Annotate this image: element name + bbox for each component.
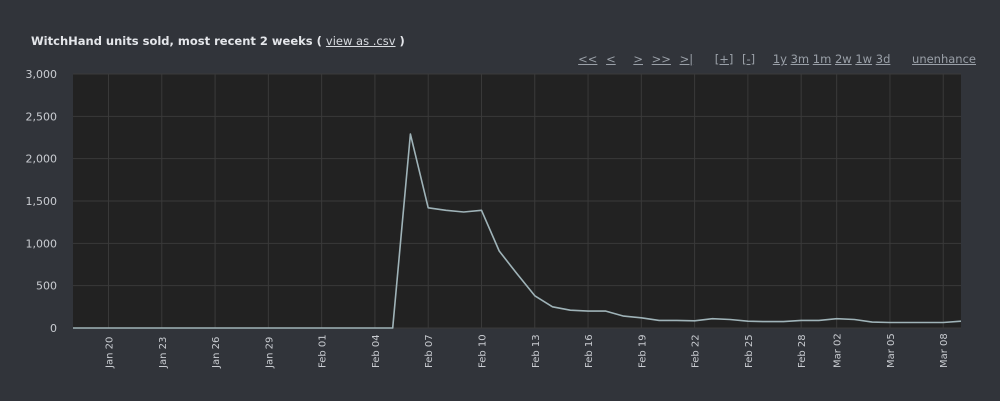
paren-close: ) (399, 34, 405, 48)
y-tick-label: 2,500 (26, 110, 58, 123)
series-layer (73, 133, 962, 329)
range-2w-button[interactable]: 2w (834, 52, 852, 66)
y-tick-label: 0 (50, 322, 57, 335)
x-tick-label: Feb 28 (797, 334, 808, 368)
unenhance-button[interactable]: unenhance (912, 52, 976, 66)
x-tick-label: Feb 04 (371, 334, 382, 368)
x-tick-label: Mar 08 (939, 333, 950, 368)
y-tick-label: 500 (36, 280, 57, 293)
nav-last-button[interactable]: >| (679, 52, 694, 66)
y-tick-label: 2,000 (26, 153, 58, 166)
y-tick-label: 1,500 (26, 195, 58, 208)
y-tick-label: 3,000 (26, 68, 58, 81)
range-1m-button[interactable]: 1m (812, 52, 832, 66)
zoom-out-button[interactable]: [-] (742, 52, 756, 66)
nav-first-button[interactable]: << (578, 52, 598, 66)
x-tick-label: Feb 25 (744, 334, 755, 368)
nav-fast-forward-button[interactable]: >> (651, 52, 671, 66)
x-tick-label: Feb 22 (691, 334, 702, 368)
range-1w-button[interactable]: 1w (855, 52, 873, 66)
x-tick-label: Jan 23 (158, 337, 169, 369)
x-axis: Jan 20 Jan 23 Jan 26 Jan 29 Feb 01 Feb 04 Feb … (105, 333, 951, 369)
chart-title-text: WitchHand units sold, most recent 2 week… (31, 34, 313, 48)
x-tick-label: Feb 19 (637, 334, 648, 368)
x-tick-label: Feb 01 (318, 334, 329, 368)
x-tick-label: Jan 26 (211, 337, 222, 369)
chart-title: WitchHand units sold, most recent 2 week… (31, 34, 405, 48)
y-axis: 3,000 2,500 2,000 1,500 1,000 500 0 (26, 68, 58, 335)
x-tick-label: Jan 29 (264, 337, 275, 369)
range-1y-button[interactable]: 1y (772, 52, 787, 66)
x-tick-label: Feb 10 (477, 334, 488, 368)
paren-open: ( (316, 34, 322, 48)
grid-lines (73, 73, 961, 329)
nav-next-button[interactable]: > (633, 52, 643, 66)
x-tick-label: Feb 07 (424, 334, 435, 368)
x-tick-label: Mar 05 (886, 333, 897, 368)
y-tick-label: 1,000 (26, 237, 58, 250)
chart-controls: << < > >> >| [+] [-] 1y 3m 1m 2w 1w 3d u… (578, 52, 976, 66)
range-3m-button[interactable]: 3m (790, 52, 810, 66)
x-tick-label: Feb 13 (531, 334, 542, 368)
series-line (73, 133, 962, 329)
x-tick-label: Mar 02 (833, 333, 844, 368)
range-3d-button[interactable]: 3d (875, 52, 891, 66)
nav-prev-button[interactable]: < (606, 52, 616, 66)
x-tick-label: Feb 16 (584, 334, 595, 368)
x-tick-label: Jan 20 (105, 337, 116, 369)
zoom-in-button[interactable]: [+] (714, 52, 734, 66)
view-csv-link[interactable]: view as .csv (325, 34, 396, 48)
